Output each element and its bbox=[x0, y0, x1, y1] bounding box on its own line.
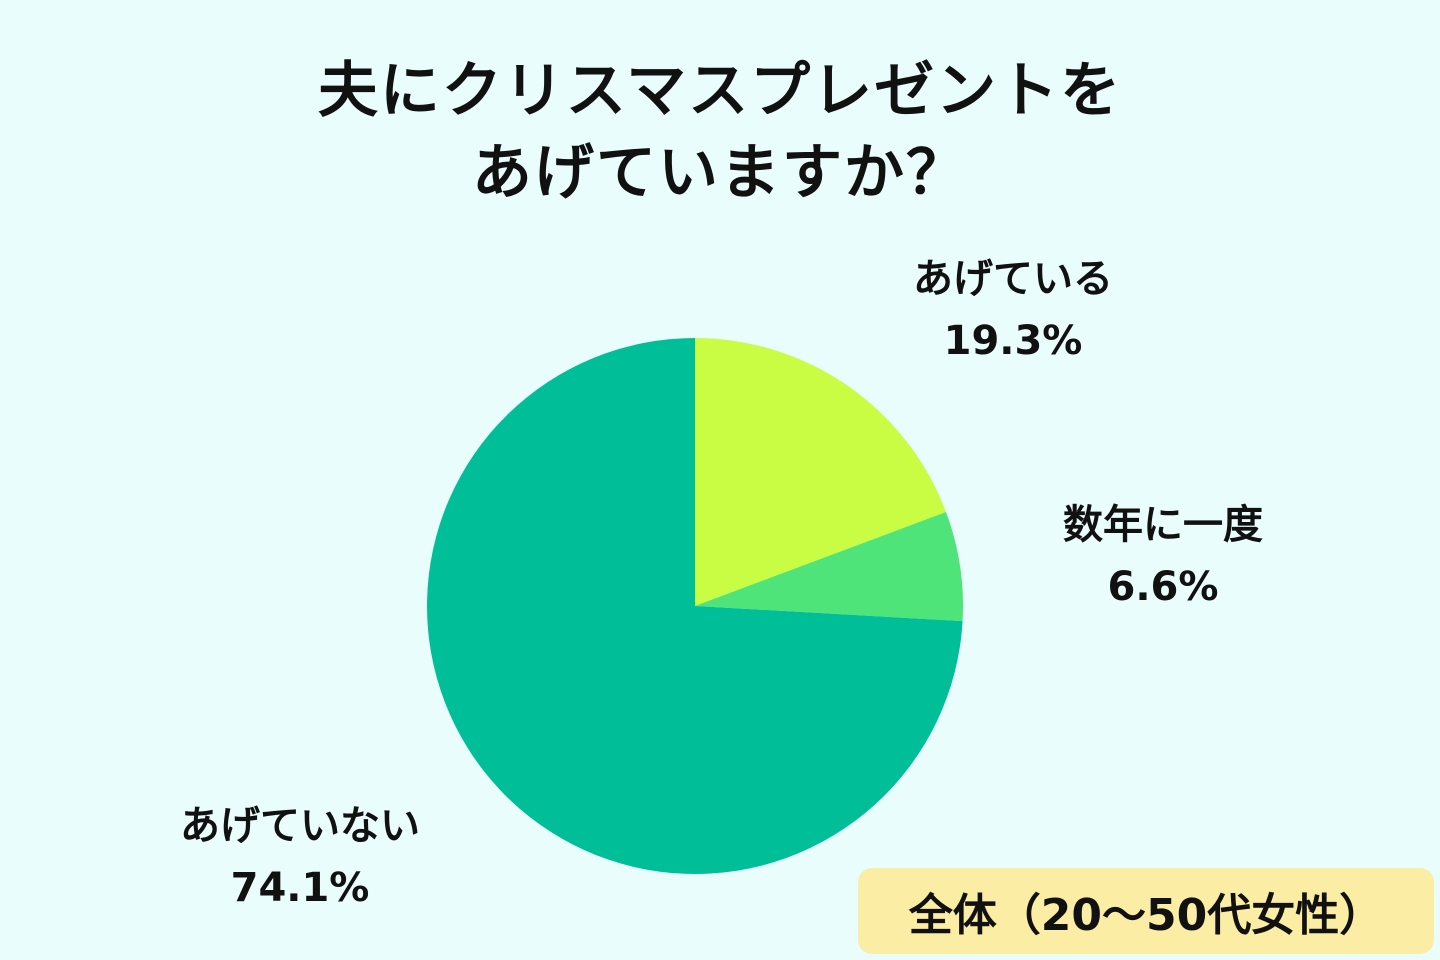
chart-title-line-2: あげていますか？ bbox=[472, 138, 968, 208]
pie-slice-not-giving bbox=[426, 338, 963, 874]
pie-slice-giving bbox=[695, 338, 946, 606]
respondent-group-text: 全体（20～50代女性） bbox=[908, 890, 1384, 941]
slice-label-giving: あげている 19.3% bbox=[853, 248, 1173, 372]
slice-label-every-few-years-value: 6.6% bbox=[1107, 564, 1219, 610]
chart-title: 夫にクリスマスプレゼントを あげていますか？ bbox=[0, 50, 1440, 214]
slice-label-not-giving: あげていない 74.1% bbox=[140, 795, 460, 919]
slice-label-giving-value: 19.3% bbox=[943, 318, 1083, 364]
chart-title-line-1: 夫にクリスマスプレゼントを bbox=[317, 56, 1123, 126]
slice-label-not-giving-value: 74.1% bbox=[230, 865, 370, 911]
slice-label-every-few-years: 数年に一度 6.6% bbox=[1003, 494, 1323, 618]
pie-slice-every-few-years bbox=[695, 512, 963, 622]
slice-label-every-few-years-name: 数年に一度 bbox=[1063, 502, 1263, 548]
slice-label-not-giving-name: あげていない bbox=[180, 803, 420, 849]
slice-label-giving-name: あげている bbox=[913, 256, 1113, 302]
respondent-group-badge: 全体（20～50代女性） bbox=[858, 868, 1434, 954]
